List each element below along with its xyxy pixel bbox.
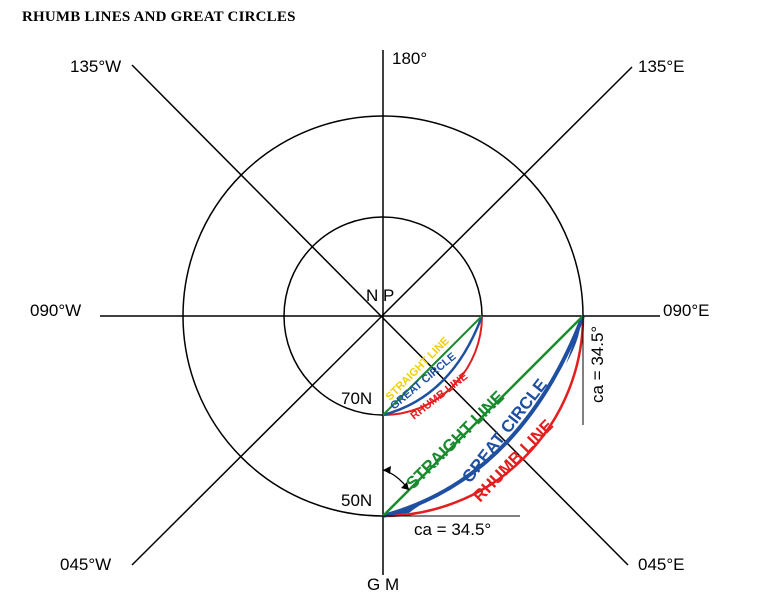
label-north: 180° [392, 49, 427, 68]
label-pole: N P [366, 286, 394, 305]
meridian-nw-se [131, 64, 629, 566]
meridian-ne-sw [131, 66, 633, 566]
diagram-title: RHUMB LINES AND GREAT CIRCLES [22, 9, 296, 25]
label-se: 045°E [638, 555, 685, 574]
label-sw: 045°W [60, 555, 111, 574]
label-south: G M [367, 575, 399, 594]
outer-great-circle [382, 315, 585, 518]
outer-straight-line [382, 315, 584, 517]
outer-rhumb-line [382, 315, 585, 518]
label-ca-right: ca = 34.5° [588, 326, 607, 403]
label-70n: 70N [341, 389, 372, 408]
label-nw: 135°W [70, 57, 121, 76]
label-ne: 135°E [638, 57, 685, 76]
angle-arrow-head-left [383, 466, 391, 474]
label-east: 090°E [663, 301, 710, 320]
label-50n: 50N [341, 491, 372, 510]
inner-rhumb-line [382, 315, 483, 416]
inner-straight-line [382, 315, 483, 416]
label-ca-bottom: ca = 34.5° [414, 520, 491, 539]
label-west: 090°W [30, 301, 81, 320]
angle-arrow-head-right [401, 482, 409, 490]
inner-great-circle [382, 315, 484, 417]
